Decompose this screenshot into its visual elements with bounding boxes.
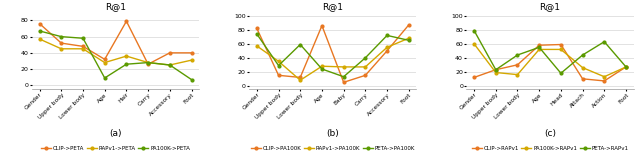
PA100K->RAPv1 [492,72,500,73]
RAPv1->PA100K [405,37,413,39]
PETA->RAPv1 [557,72,564,74]
CLIP->RAPv1 [514,64,522,66]
CLIP->PETA [36,23,44,25]
PETA->PA100K [362,57,369,59]
Text: (c): (c) [544,130,556,138]
PETA->RAPv1 [492,69,500,71]
RAPv1->PETA [144,62,152,63]
Title: R@1: R@1 [323,3,343,12]
PA100K->PETA [79,37,87,39]
PA100K->RAPv1 [535,49,543,50]
RAPv1->PA100K [383,46,391,48]
PA100K->PETA [36,30,44,32]
PETA->PA100K [253,33,260,35]
PETA->PA100K [383,34,391,36]
RAPv1->PETA [58,48,65,50]
PA100K->RAPv1 [579,67,586,69]
Line: CLIP->PA100K: CLIP->PA100K [255,24,410,84]
Legend: CLIP->PA100K, RAPv1->PA100K, PETA->PA100K: CLIP->PA100K, RAPv1->PA100K, PETA->PA100… [251,146,415,151]
CLIP->PA100K [296,77,304,78]
PA100K->PETA [58,36,65,38]
PA100K->RAPv1 [600,76,608,78]
Line: RAPv1->PA100K: RAPv1->PA100K [255,37,410,82]
CLIP->PA100K [362,74,369,76]
Line: PA100K->RAPv1: PA100K->RAPv1 [473,43,627,78]
CLIP->PA100K [405,24,413,26]
PA100K->PETA [144,62,152,63]
CLIP->PA100K [318,25,326,26]
RAPv1->PETA [123,55,131,57]
Legend: CLIP->RAPv1, PA100K->RAPv1, PETA->RAPv1: CLIP->RAPv1, PA100K->RAPv1, PETA->RAPv1 [472,146,628,151]
PETA->RAPv1 [600,41,608,43]
PA100K->PETA [123,63,131,65]
CLIP->PETA [101,58,109,60]
CLIP->PETA [58,42,65,44]
CLIP->PETA [166,52,173,54]
RAPv1->PA100K [275,60,282,62]
RAPv1->PETA [79,48,87,50]
PA100K->RAPv1 [557,49,564,50]
PETA->RAPv1 [514,54,522,56]
CLIP->RAPv1 [622,66,630,68]
Text: (a): (a) [109,130,122,138]
PETA->RAPv1 [470,30,478,31]
PA100K->PETA [188,79,195,81]
CLIP->PA100K [253,28,260,29]
PA100K->RAPv1 [470,43,478,45]
RAPv1->PA100K [296,79,304,81]
CLIP->RAPv1 [470,77,478,78]
RAPv1->PA100K [340,66,348,68]
Title: R@1: R@1 [540,3,561,12]
CLIP->PETA [79,45,87,47]
Line: CLIP->RAPv1: CLIP->RAPv1 [473,43,627,82]
RAPv1->PA100K [253,45,260,47]
CLIP->RAPv1 [600,80,608,82]
PETA->PA100K [340,76,348,78]
PA100K->RAPv1 [622,66,630,68]
PETA->PA100K [318,68,326,70]
Title: R@1: R@1 [105,3,126,12]
CLIP->PA100K [383,50,391,52]
CLIP->RAPv1 [535,44,543,46]
PETA->RAPv1 [535,46,543,48]
PA100K->RAPv1 [514,74,522,76]
Text: (b): (b) [326,130,339,138]
PA100K->PETA [101,77,109,79]
PETA->PA100K [275,65,282,66]
RAPv1->PETA [188,59,195,61]
CLIP->PETA [188,52,195,54]
Line: CLIP->PETA: CLIP->PETA [38,20,193,66]
CLIP->PETA [123,20,131,22]
CLIP->PA100K [340,81,348,83]
Line: PETA->PA100K: PETA->PA100K [255,33,410,78]
PETA->RAPv1 [579,54,586,56]
RAPv1->PETA [101,62,109,63]
PETA->PA100K [296,44,304,45]
RAPv1->PETA [166,64,173,66]
PETA->PA100K [405,39,413,41]
CLIP->PETA [144,63,152,65]
Legend: CLIP->PETA, RAPv1->PETA, PA100K->PETA: CLIP->PETA, RAPv1->PETA, PA100K->PETA [41,146,190,151]
Line: PA100K->PETA: PA100K->PETA [38,30,193,81]
CLIP->RAPv1 [492,69,500,71]
PA100K->PETA [166,64,173,66]
Line: RAPv1->PETA: RAPv1->PETA [38,38,193,66]
CLIP->PA100K [275,74,282,76]
Line: PETA->RAPv1: PETA->RAPv1 [473,29,627,75]
PETA->RAPv1 [622,66,630,68]
RAPv1->PA100K [362,66,369,68]
CLIP->RAPv1 [557,44,564,45]
CLIP->RAPv1 [579,78,586,80]
RAPv1->PETA [36,38,44,40]
RAPv1->PA100K [318,65,326,67]
